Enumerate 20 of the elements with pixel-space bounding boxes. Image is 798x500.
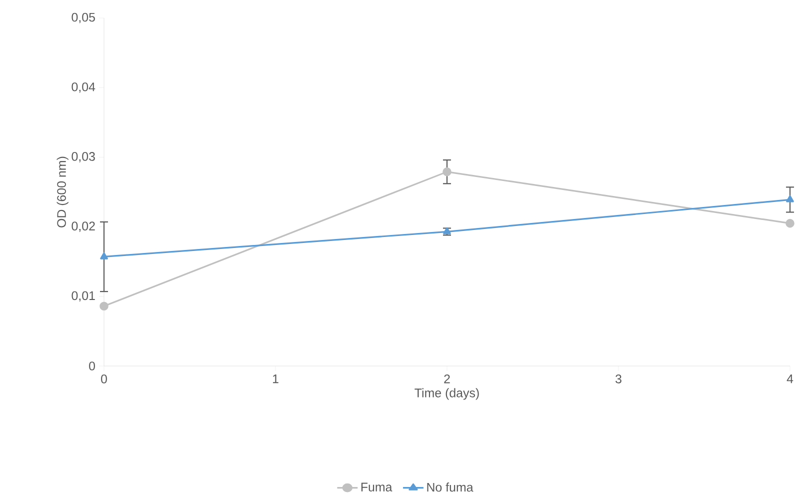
x-tick-label: 1 bbox=[272, 374, 278, 384]
point bbox=[786, 218, 794, 228]
y-tick-label: 0,05 bbox=[72, 12, 95, 24]
point bbox=[100, 252, 108, 260]
y-tick-label: 0 bbox=[89, 362, 95, 370]
legend-label: No fuma bbox=[427, 482, 474, 492]
point bbox=[442, 167, 452, 176]
point bbox=[786, 195, 794, 202]
y-axis-title: OD (600 nm) bbox=[56, 156, 68, 228]
y-tick-label: 0,04 bbox=[72, 82, 96, 93]
point bbox=[100, 302, 108, 311]
x-tick-label: 0 bbox=[101, 374, 107, 384]
y-tick-label: 0,02 bbox=[72, 222, 95, 232]
x-tick-label: 2 bbox=[444, 374, 450, 384]
legend-label: Fuma bbox=[361, 482, 392, 492]
x-tick-label: 4 bbox=[786, 374, 794, 384]
y-tick-label: 0,01 bbox=[72, 291, 95, 302]
x-axis-title: Time (days) bbox=[414, 388, 479, 400]
x-tick-label: 3 bbox=[616, 374, 622, 384]
y-tick-label: 0,03 bbox=[72, 152, 95, 162]
